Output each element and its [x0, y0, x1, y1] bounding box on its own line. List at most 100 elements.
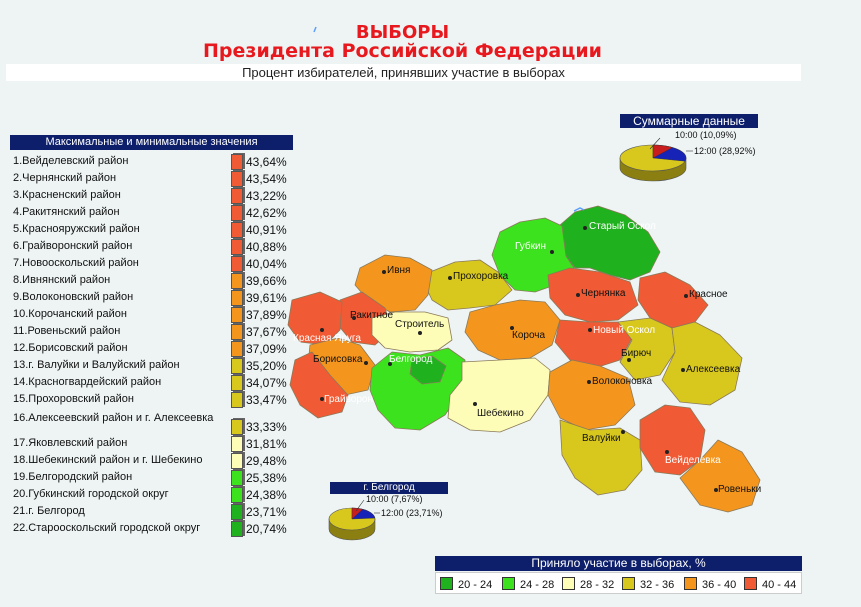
summary-label-10: 10:00 (10,09%): [675, 130, 737, 140]
ranking-name: 20.Губкинский городской округ: [13, 488, 169, 500]
ranking-bar: [231, 358, 243, 374]
ranking-row: 8.Ивнянский район 39,66%: [10, 272, 300, 289]
legend-item: 24 - 28: [502, 577, 554, 591]
district-volokonovka[interactable]: [547, 359, 636, 431]
ranking-bar: [231, 453, 243, 469]
ranking-name: 21.г. Белгород: [13, 505, 85, 517]
ranking-bar: [231, 436, 243, 452]
district-krasnogvardeyskoe[interactable]: [617, 317, 676, 381]
city-dot: [382, 270, 386, 274]
ranking-name: 15.Прохоровский район: [13, 393, 134, 405]
ranking-row: 5.Краснояружский район 40,91%: [10, 221, 300, 238]
ranking-bar: [231, 256, 243, 272]
ranking-row: 1.Вейделевский район 43,64%: [10, 153, 300, 170]
legend-item: 32 - 36: [622, 577, 674, 591]
ranking-row: 11.Ровеньский район 37,67%: [10, 323, 300, 340]
ranking-name: 18.Шебекинский район и г. Шебекино: [13, 454, 203, 466]
ranking-name: 10.Корочанский район: [13, 308, 127, 320]
ranking-value: 31,81%: [246, 437, 287, 451]
ranking-bar: [231, 324, 243, 340]
ranking-value: 43,64%: [246, 155, 287, 169]
ranking-value: 40,04%: [246, 257, 287, 271]
district-krasnaya-yaruga[interactable]: [287, 291, 343, 346]
district-alekseevka[interactable]: [661, 321, 743, 406]
city-dot: [587, 380, 591, 384]
belgorod-pie: [328, 499, 380, 541]
ranking-value: 37,09%: [246, 342, 287, 356]
city-dot: [681, 368, 685, 372]
ranking-value: 37,67%: [246, 325, 287, 339]
district-graivoron[interactable]: [289, 351, 349, 419]
legend-item: 36 - 40: [684, 577, 736, 591]
summary-label-12: 12:00 (28,92%): [694, 146, 756, 156]
city-dot: [473, 402, 477, 406]
district-valuyki[interactable]: [559, 419, 643, 496]
ranking-value: 37,89%: [246, 308, 287, 322]
map-label-stary-oskol: Старый Оскол: [589, 221, 656, 232]
ranking-bar: [231, 205, 243, 221]
ranking-bar: [231, 419, 243, 435]
legend: 20 - 24 24 - 28 28 - 32 32 - 36 36 - 40 40 - …: [435, 572, 802, 594]
legend-title: Приняло участие в выборах, %: [435, 556, 802, 571]
ranking-name: 19.Белгородский район: [13, 471, 133, 483]
district-rovenki[interactable]: [679, 439, 761, 513]
map-label-shebekino: Шебекино: [477, 407, 524, 419]
legend-label: 40 - 44: [762, 579, 797, 591]
legend-swatch: [744, 577, 757, 590]
ranking-value: 25,38%: [246, 471, 287, 485]
water-mark: [313, 26, 317, 33]
legend-swatch: [622, 577, 635, 590]
ranking-value: 39,61%: [246, 291, 287, 305]
ranking-bar: [231, 470, 243, 486]
ranking-name: 16.Алексеевский район и г. Алексеевка: [13, 412, 214, 424]
water-mark: [573, 207, 585, 212]
ranking-bar: [231, 375, 243, 391]
ranking-row: 14.Красногвардейский район 34,07%: [10, 374, 300, 391]
city-dot: [388, 362, 392, 366]
city-dot: [550, 250, 554, 254]
ranking-name: 6.Грайворонский район: [13, 240, 133, 252]
district-chernyanka[interactable]: [547, 267, 639, 323]
city-dot: [621, 430, 625, 434]
city-dot: [684, 294, 688, 298]
legend-swatch: [440, 577, 453, 590]
district-yakovlevo[interactable]: [371, 311, 453, 353]
district-belgorod-city[interactable]: [409, 355, 447, 385]
ranking-row: 6.Грайворонский район 40,88%: [10, 238, 300, 255]
city-dot: [352, 316, 356, 320]
ranking-row: 2.Чернянский район 43,54%: [10, 170, 300, 187]
ranking-row: 18.Шебекинский район и г. Шебекино 29,48%: [10, 452, 300, 469]
belgorod-title: г. Белгород: [330, 482, 448, 494]
ranking-name: 22.Старооскольский городской округ: [13, 522, 201, 534]
ranking-value: 33,47%: [246, 393, 287, 407]
legend-label: 20 - 24: [458, 579, 493, 591]
map-label-krasnaya-yaruga: Красная Яруга: [293, 333, 361, 344]
district-novy-oskol[interactable]: [554, 319, 633, 369]
map-label-borisovka: Борисовка: [313, 354, 363, 365]
ranking-value: 43,22%: [246, 189, 287, 203]
ranking-row: 17.Яковлевский район 31,81%: [10, 435, 300, 452]
ranking-row: 22.Старооскольский городской округ 20,74%: [10, 520, 300, 537]
map-label-alekseevka: Алексеевка: [686, 364, 741, 375]
ranking-bar: [231, 273, 243, 289]
ranking-row: 21.г. Белгород 23,71%: [10, 503, 300, 520]
legend-swatch: [684, 577, 697, 590]
ranking-name: 1.Вейделевский район: [13, 155, 129, 167]
map-label-rakitnoe: Ракитное: [350, 310, 394, 321]
legend-item: 40 - 44: [744, 577, 796, 591]
district-shebekino[interactable]: [447, 357, 551, 433]
city-dot: [320, 328, 324, 332]
summary-pie: [619, 137, 693, 182]
ranking-row: 13.г. Валуйки и Валуйский район 35,20%: [10, 357, 300, 374]
ranking-bar: [231, 341, 243, 357]
city-dot: [418, 331, 422, 335]
ranking-row: 4.Ракитянский район 42,62%: [10, 204, 300, 221]
map-label-chernyanka: Чернянка: [581, 288, 626, 299]
district-korocha[interactable]: [464, 299, 561, 361]
ranking-value: 23,71%: [246, 505, 287, 519]
ranking-bar: [231, 521, 243, 537]
district-stary-oskol[interactable]: [559, 205, 661, 281]
ranking-bar: [231, 290, 243, 306]
ranking-bar: [231, 154, 243, 170]
map-label-rovenki: Ровеньки: [718, 484, 761, 495]
